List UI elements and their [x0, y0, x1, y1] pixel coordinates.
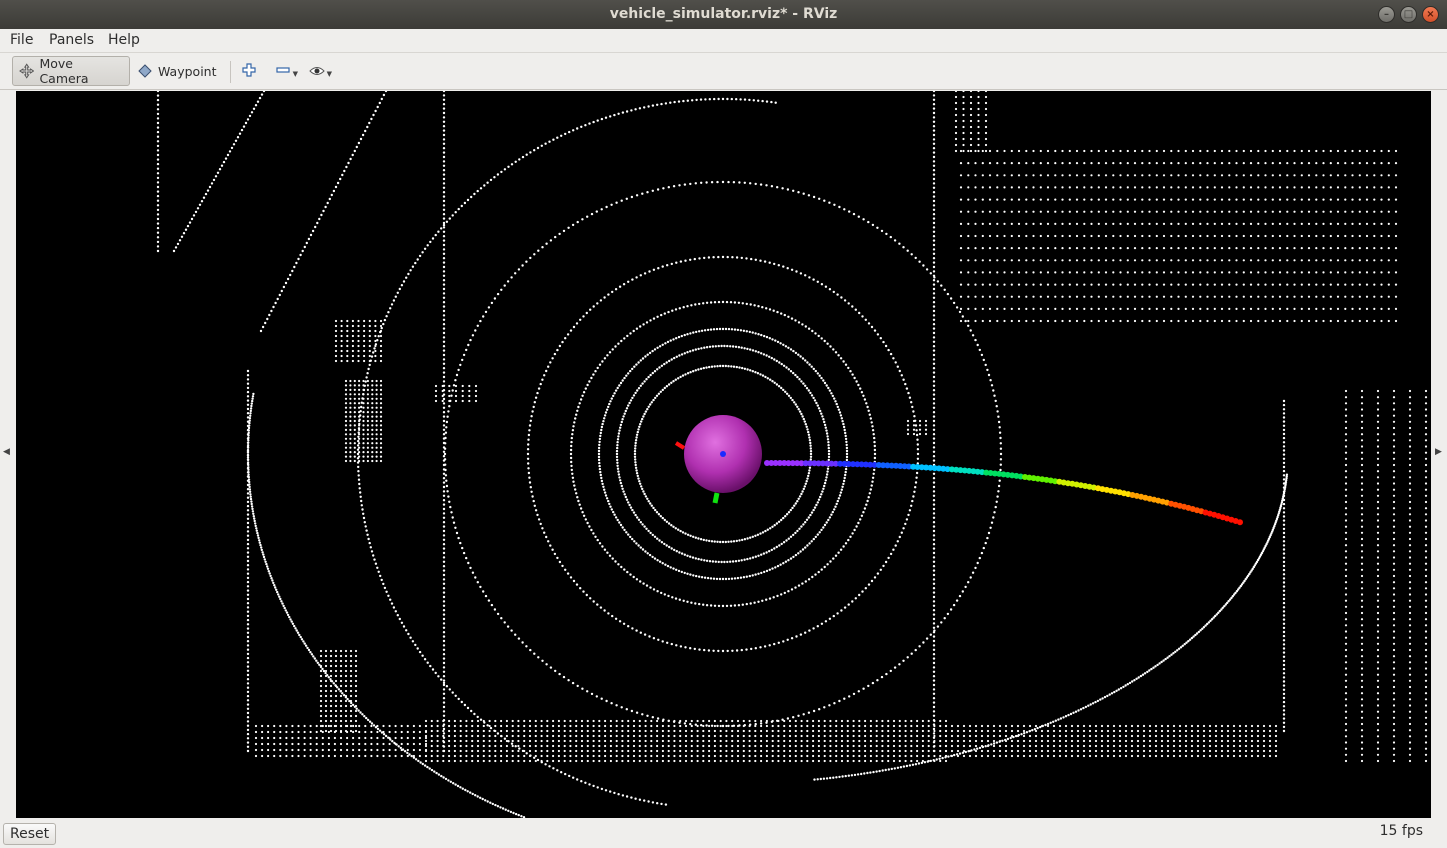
add-tool-button[interactable]: [236, 61, 262, 83]
remove-tool-button[interactable]: ▼: [270, 61, 298, 83]
waypoint-button[interactable]: Waypoint: [131, 56, 223, 86]
render-viewport[interactable]: [16, 91, 1431, 818]
point-cloud: [156, 91, 1428, 818]
chevron-down-icon: ▼: [292, 70, 298, 78]
menu-file[interactable]: File: [10, 32, 34, 48]
collapse-right-arrow[interactable]: ▶: [1435, 447, 1442, 457]
point-cloud-scene: [156, 91, 1428, 818]
close-button[interactable]: ×: [1422, 6, 1439, 23]
move-camera-icon: [19, 63, 35, 79]
waypoint-icon: [138, 64, 152, 78]
waypoint-label: Waypoint: [158, 63, 217, 79]
minus-icon: [276, 67, 290, 73]
window-titlebar: vehicle_simulator.rviz* - RViz – □ ×: [0, 0, 1447, 29]
tools-toolbar: Move Camera Waypoint ▼ ▼: [0, 53, 1447, 90]
move-camera-label: Move Camera: [39, 56, 89, 86]
toolbar-separator: [230, 61, 231, 83]
view-tool-button[interactable]: ▼: [304, 61, 332, 83]
move-camera-button[interactable]: Move Camera: [12, 56, 130, 86]
fps-readout: 15 fps: [1379, 823, 1423, 839]
reset-button[interactable]: Reset: [3, 823, 57, 845]
plus-icon: [242, 63, 256, 77]
eye-icon: [309, 67, 325, 75]
menu-panels[interactable]: Panels: [49, 32, 95, 48]
maximize-button[interactable]: □: [1400, 6, 1417, 23]
window-controls: – □ ×: [1378, 6, 1439, 23]
collapse-left-arrow[interactable]: ◀: [3, 447, 10, 457]
status-bar: Reset 15 fps: [0, 819, 1447, 848]
planned-path: [764, 460, 1243, 526]
chevron-down-icon: ▼: [326, 70, 332, 78]
menu-bar: File Panels Help: [0, 29, 1447, 53]
window-title: vehicle_simulator.rviz* - RViz: [609, 6, 838, 22]
menu-help[interactable]: Help: [108, 32, 140, 48]
minimize-button[interactable]: –: [1378, 6, 1395, 23]
vehicle-marker: [674, 415, 762, 504]
